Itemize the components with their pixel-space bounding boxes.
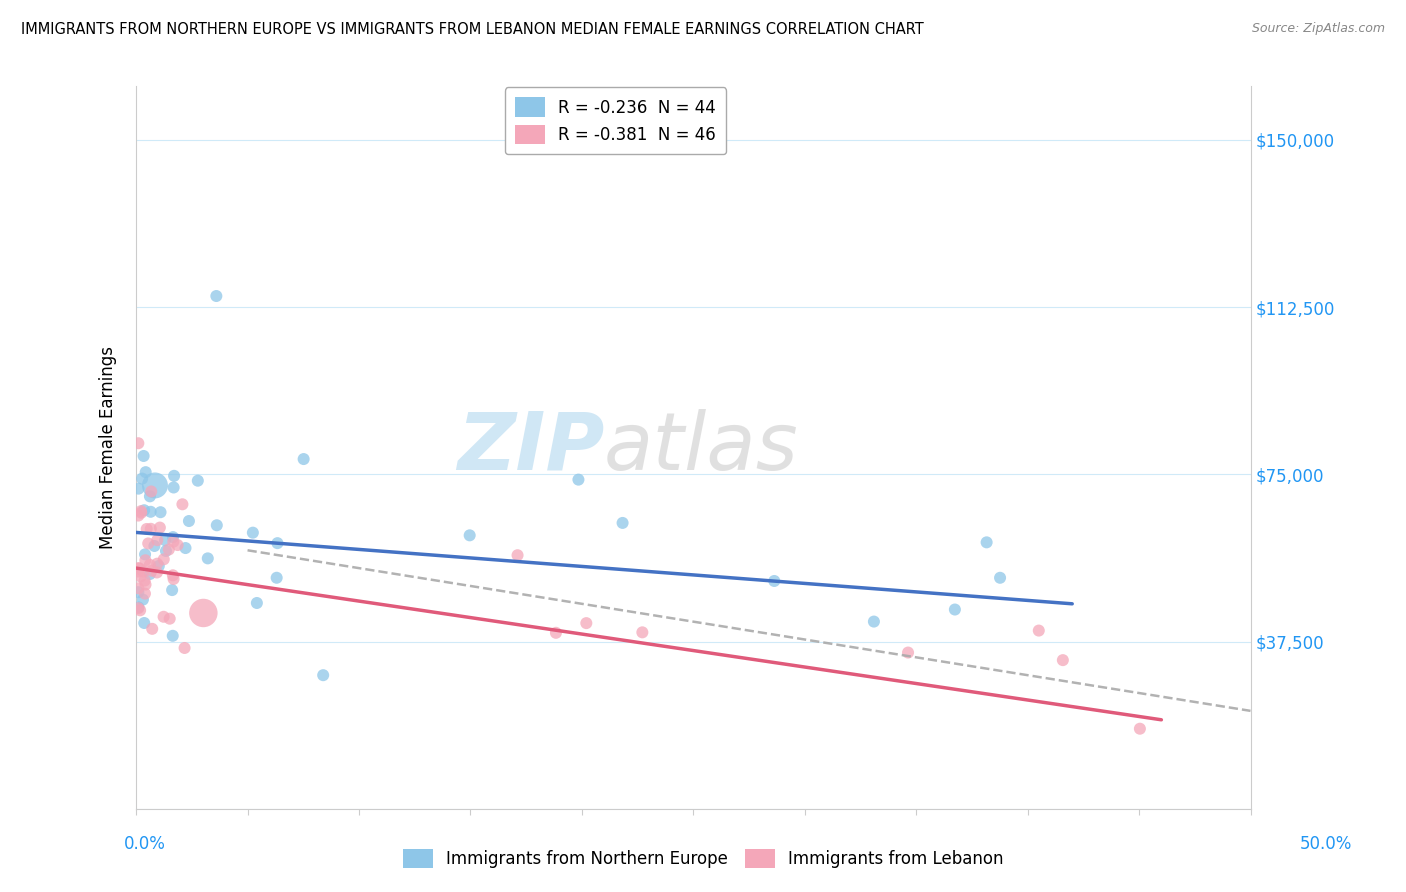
Text: 50.0%: 50.0% xyxy=(1301,835,1353,853)
Point xyxy=(193,606,215,620)
Point xyxy=(162,572,184,586)
Point xyxy=(127,600,149,615)
Point xyxy=(127,436,149,450)
Point xyxy=(943,602,966,616)
Point xyxy=(506,548,529,562)
Point xyxy=(134,553,156,567)
Point xyxy=(173,640,195,655)
Point xyxy=(174,541,197,555)
Text: IMMIGRANTS FROM NORTHERN EUROPE VS IMMIGRANTS FROM LEBANON MEDIAN FEMALE EARNING: IMMIGRANTS FROM NORTHERN EUROPE VS IMMIG… xyxy=(21,22,924,37)
Point xyxy=(897,646,920,660)
Text: ZIP: ZIP xyxy=(457,409,605,487)
Point xyxy=(292,452,315,467)
Point xyxy=(134,547,156,561)
Point xyxy=(246,596,269,610)
Point xyxy=(127,582,149,596)
Point xyxy=(988,571,1011,585)
Point xyxy=(197,551,219,566)
Y-axis label: Median Female Earnings: Median Female Earnings xyxy=(100,346,117,549)
Point xyxy=(128,561,150,575)
Point xyxy=(148,559,170,574)
Point xyxy=(163,468,186,483)
Point xyxy=(127,585,149,599)
Point xyxy=(544,625,567,640)
Point xyxy=(139,567,162,582)
Point xyxy=(1028,624,1050,638)
Point xyxy=(127,601,149,615)
Point xyxy=(763,574,786,588)
Point xyxy=(132,565,155,579)
Point xyxy=(863,615,886,629)
Point xyxy=(141,564,163,578)
Point xyxy=(153,533,176,548)
Legend: Immigrants from Northern Europe, Immigrants from Lebanon: Immigrants from Northern Europe, Immigra… xyxy=(396,842,1010,875)
Point xyxy=(149,505,172,519)
Point xyxy=(312,668,335,682)
Point xyxy=(128,565,150,579)
Point xyxy=(149,520,172,534)
Point xyxy=(134,574,156,588)
Point xyxy=(162,534,184,549)
Legend: R = -0.236  N = 44, R = -0.381  N = 46: R = -0.236 N = 44, R = -0.381 N = 46 xyxy=(505,87,725,154)
Point xyxy=(128,482,150,496)
Point xyxy=(139,505,162,519)
Point xyxy=(976,535,998,549)
Point xyxy=(129,569,152,583)
Point xyxy=(242,525,264,540)
Point xyxy=(162,481,184,495)
Point xyxy=(166,538,188,552)
Point xyxy=(152,552,174,566)
Point xyxy=(129,504,152,518)
Point xyxy=(127,508,149,523)
Point xyxy=(152,609,174,624)
Point xyxy=(631,625,654,640)
Point xyxy=(155,544,177,558)
Point xyxy=(177,514,200,528)
Point xyxy=(143,478,166,492)
Point xyxy=(139,489,162,503)
Point xyxy=(162,530,184,544)
Point xyxy=(266,536,288,550)
Text: 0.0%: 0.0% xyxy=(124,835,166,853)
Point xyxy=(612,516,634,530)
Point xyxy=(139,522,162,536)
Point xyxy=(135,465,157,479)
Point xyxy=(205,518,228,533)
Point xyxy=(160,583,183,598)
Point xyxy=(575,616,598,631)
Text: atlas: atlas xyxy=(605,409,799,487)
Point xyxy=(187,474,209,488)
Point xyxy=(1129,722,1152,736)
Point xyxy=(127,561,149,575)
Point xyxy=(567,473,589,487)
Point xyxy=(157,542,180,557)
Point xyxy=(129,603,152,617)
Point xyxy=(458,528,481,542)
Point xyxy=(134,503,156,517)
Point xyxy=(266,571,288,585)
Point xyxy=(143,539,166,553)
Point xyxy=(135,522,157,536)
Point xyxy=(134,577,156,591)
Point xyxy=(134,615,156,630)
Point xyxy=(162,629,184,643)
Point xyxy=(146,557,169,571)
Point xyxy=(141,484,163,499)
Point xyxy=(136,536,159,550)
Point xyxy=(146,533,169,548)
Text: Source: ZipAtlas.com: Source: ZipAtlas.com xyxy=(1251,22,1385,36)
Point xyxy=(129,506,152,520)
Point xyxy=(132,592,155,607)
Point xyxy=(131,472,153,486)
Point xyxy=(1052,653,1074,667)
Point xyxy=(139,558,162,572)
Point xyxy=(146,566,169,580)
Point xyxy=(172,497,194,511)
Point xyxy=(162,568,184,582)
Point xyxy=(205,289,228,303)
Point xyxy=(141,622,163,636)
Point xyxy=(132,449,155,463)
Point xyxy=(134,586,156,600)
Point xyxy=(159,612,181,626)
